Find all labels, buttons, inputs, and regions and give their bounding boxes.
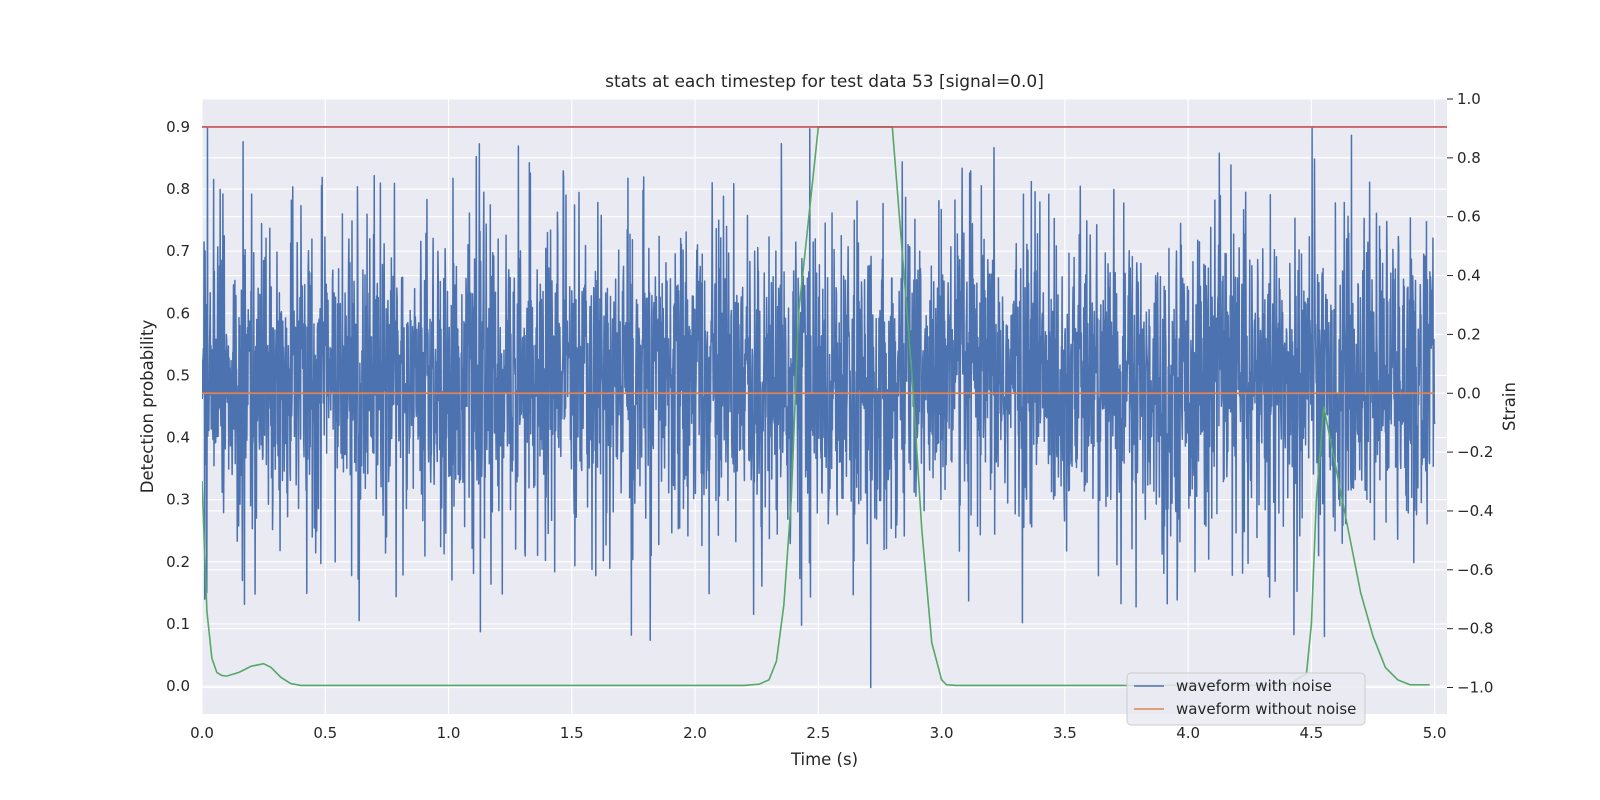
y2-tick-label: 0.8	[1457, 149, 1481, 167]
y-tick-label: 0.9	[166, 118, 190, 136]
x-tick-label: 2.0	[683, 724, 707, 742]
y2-tick-label: −1.0	[1457, 679, 1493, 697]
y2-tick-label: −0.8	[1457, 620, 1493, 638]
chart-title: stats at each timestep for test data 53 …	[605, 72, 1044, 92]
y-tick-label: 0.1	[166, 615, 190, 633]
y2-tick-label: 0.0	[1457, 384, 1481, 402]
y-tick-label: 0.0	[166, 677, 190, 695]
legend-label-noisy: waveform with noise	[1176, 677, 1332, 695]
y-tick-label: 0.8	[166, 180, 190, 198]
y-tick-label: 0.6	[166, 304, 190, 322]
y2-tick-label: −0.4	[1457, 502, 1493, 520]
x-tick-label: 1.0	[437, 724, 461, 742]
legend-label-clean: waveform without noise	[1176, 700, 1356, 718]
x-tick-label: 4.5	[1299, 724, 1323, 742]
y-axis-left: 0.0 0.1 0.2 0.3 0.4 0.5 0.6 0.7 0.8 0.9	[166, 118, 190, 695]
y2-tick-label: −0.2	[1457, 443, 1493, 461]
x-tick-label: 4.0	[1176, 724, 1200, 742]
y-tick-label: 0.2	[166, 553, 190, 571]
y-tick-label: 0.3	[166, 491, 190, 509]
y2-tick-label: 0.4	[1457, 267, 1481, 285]
y-tick-label: 0.5	[166, 366, 190, 384]
series-waveform-with-noise	[202, 127, 1436, 689]
x-tick-label: 3.0	[930, 724, 954, 742]
y-axis-right: −1.0 −0.8 −0.6 −0.4 −0.2 0.0 0.2 0.4 0.6 0.8 1.0	[1447, 90, 1493, 697]
x-tick-label: 5.0	[1423, 724, 1447, 742]
x-axis-label: Time (s)	[790, 750, 858, 769]
y2-tick-label: 0.6	[1457, 208, 1481, 226]
x-tick-label: 2.5	[806, 724, 830, 742]
x-tick-label: 0.5	[313, 724, 337, 742]
y2-tick-label: 0.2	[1457, 325, 1481, 343]
series-detection-probability	[202, 126, 1430, 687]
x-tick-label: 3.5	[1053, 724, 1077, 742]
y2-tick-label: −0.6	[1457, 561, 1493, 579]
y-tick-label: 0.7	[166, 242, 190, 260]
y2-tick-label: 1.0	[1457, 90, 1481, 108]
legend: waveform with noise waveform without noi…	[1126, 672, 1366, 726]
x-axis: 0.0 0.5 1.0 1.5 2.0 2.5 3.0 3.5 4.0 4.5 5.0	[190, 724, 1447, 742]
y-tick-label: 0.4	[166, 429, 190, 447]
y-axis-label: Detection probability	[138, 320, 157, 494]
x-tick-label: 0.0	[190, 724, 214, 742]
legend-box	[1126, 672, 1366, 726]
series-layer	[202, 126, 1447, 689]
y2-axis-label: Strain	[1500, 382, 1519, 431]
x-tick-label: 1.5	[560, 724, 584, 742]
